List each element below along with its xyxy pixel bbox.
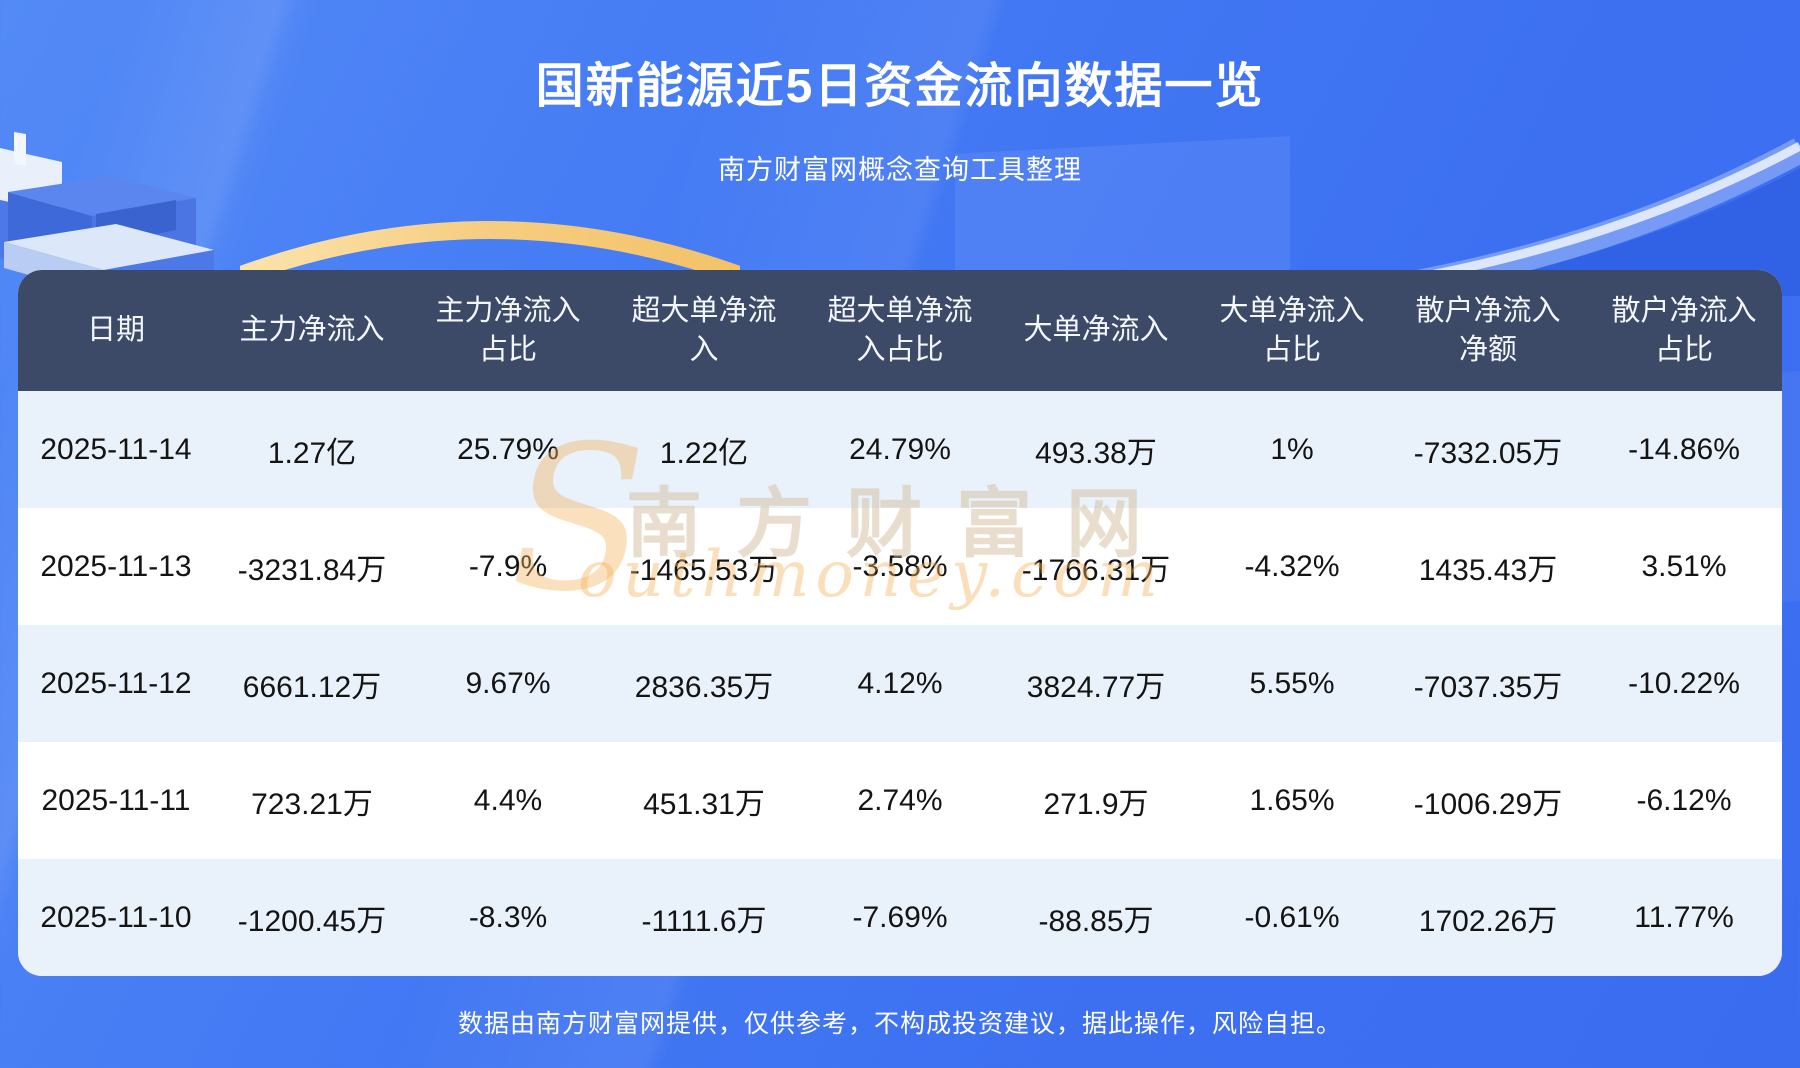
table-cell: 1435.43万 <box>1418 553 1558 587</box>
table-cell: -7.9% <box>468 549 548 583</box>
header-cell: 超大单净流 入 <box>631 295 777 366</box>
table-cell: 493.38万 <box>1035 436 1157 470</box>
gold-arc-decoration <box>240 221 740 275</box>
table-cell: -1465.53万 <box>629 553 779 587</box>
table-cell: 4.12% <box>857 666 943 700</box>
header-cell: 主力净流入 占比 <box>435 295 581 366</box>
table-cell: -0.61% <box>1244 900 1340 934</box>
table-cell: -4.32% <box>1244 549 1340 583</box>
table-cell: 271.9万 <box>1043 787 1149 821</box>
table-cell: -10.22% <box>1628 666 1740 700</box>
header-cell: 日期 <box>86 314 145 347</box>
header-cell: 散户净流入 占比 <box>1611 295 1757 366</box>
table-cell: -1200.45万 <box>237 904 387 938</box>
table-cell: -1006.29万 <box>1413 787 1563 821</box>
table-cell: 3.51% <box>1641 549 1727 583</box>
table-cell: 451.31万 <box>643 787 765 821</box>
table-row: 2025-11-13 -3231.84万 -7.9% -1465.53万 -3.58% -… <box>18 508 1782 625</box>
table-cell: -1111.6万 <box>641 904 767 938</box>
table-cell: 1.22亿 <box>659 436 749 470</box>
table-cell: 1% <box>1270 432 1314 466</box>
table-cell: 3824.77万 <box>1026 670 1166 704</box>
table-cell: 2836.35万 <box>634 670 774 704</box>
table-body: 2025-11-14 1.27亿 25.79% 1.22亿 24.79% 493.38万 1… <box>18 391 1782 976</box>
table-row: 2025-11-12 6661.12万 9.67% 2836.35万 4.12% 3824… <box>18 625 1782 742</box>
table-cell: 2025-11-14 <box>40 432 192 466</box>
header-cell: 大单净流入 <box>1023 314 1169 347</box>
table-cell: 2025-11-12 <box>40 666 192 700</box>
table-cell: 9.67% <box>465 666 551 700</box>
table-cell: 25.79% <box>457 432 559 466</box>
table-cell: 2025-11-13 <box>40 549 192 583</box>
table-cell: 2025-11-11 <box>41 783 191 817</box>
table-cell: 1.65% <box>1249 783 1335 817</box>
table-cell: -1766.31万 <box>1021 553 1171 587</box>
table-cell: -3.58% <box>852 549 948 583</box>
table-cell: -7.69% <box>852 900 948 934</box>
header-cell: 散户净流入 净额 <box>1415 295 1561 366</box>
fund-flow-table: 日期 主力净流入 主力净流入 占比 超大单净流 入超大单净流 入占比 大单净流入 大单净流… <box>18 270 1782 976</box>
table-cell: 4.4% <box>473 783 543 817</box>
table-row: 2025-11-11 723.21万 4.4% 451.31万 2.74% 271.9万 1… <box>18 742 1782 859</box>
header-cell: 大单净流入 占比 <box>1219 295 1365 366</box>
table-row: 2025-11-14 1.27亿 25.79% 1.22亿 24.79% 493.38万 1… <box>18 391 1782 508</box>
table-cell: -7037.35万 <box>1413 670 1563 704</box>
table-header-row: 日期 主力净流入 主力净流入 占比 超大单净流 入超大单净流 入占比 大单净流入 大单净流… <box>18 270 1782 391</box>
table-cell: 2.74% <box>857 783 943 817</box>
table-cell: -88.85万 <box>1038 904 1154 938</box>
page-title: 国新能源近5日资金流向数据一览 <box>535 60 1265 113</box>
header-cell: 主力净流入 <box>239 314 385 347</box>
table-cell: 1702.26万 <box>1418 904 1558 938</box>
table-cell: -7332.05万 <box>1413 436 1563 470</box>
table-cell: -6.12% <box>1636 783 1732 817</box>
table-cell: -3231.84万 <box>237 553 387 587</box>
header-cell: 超大单净流 入占比 <box>827 295 973 366</box>
table-cell: 1.27亿 <box>267 436 357 470</box>
table-cell: 5.55% <box>1249 666 1335 700</box>
table-cell: 723.21万 <box>251 787 373 821</box>
table-cell: 24.79% <box>849 432 951 466</box>
table-cell: -14.86% <box>1628 432 1740 466</box>
page-subtitle: 南方财富网概念查询工具整理 <box>718 155 1082 185</box>
table-cell: 11.77% <box>1634 900 1734 934</box>
page-footer-disclaimer: 数据由南方财富网提供，仅供参考，不构成投资建议，据此操作，风险自担。 <box>457 1010 1342 1038</box>
table-row: 2025-11-10 -1200.45万 -8.3% -1111.6万 -7.69% -8… <box>18 859 1782 976</box>
table-cell: -8.3% <box>468 900 548 934</box>
table-cell: 6661.12万 <box>242 670 382 704</box>
table-cell: 2025-11-10 <box>40 900 192 934</box>
